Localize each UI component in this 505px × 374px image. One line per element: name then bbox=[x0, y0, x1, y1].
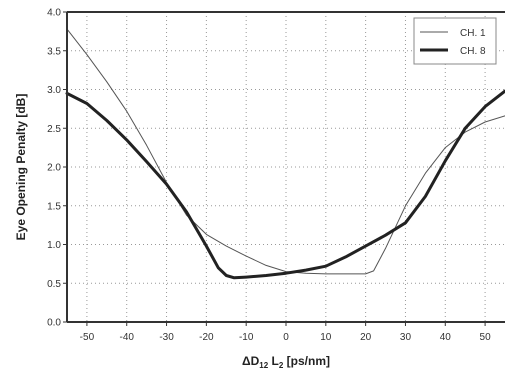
y-tick-label: 0.5 bbox=[47, 279, 61, 290]
x-tick-label: 30 bbox=[400, 332, 412, 343]
series-layer bbox=[65, 28, 505, 280]
x-tick-label: 50 bbox=[480, 332, 492, 343]
x-axis-title: ΔD12 L2 [ps/nm] bbox=[242, 354, 330, 370]
x-tick-label: 0 bbox=[283, 332, 289, 343]
legend-label-ch1: CH. 1 bbox=[460, 28, 486, 39]
x-tick-label: -50 bbox=[80, 332, 95, 343]
legend-label-ch8: CH. 8 bbox=[460, 46, 486, 57]
y-tick-label: 2.5 bbox=[47, 124, 61, 135]
y-tick-label: 1.5 bbox=[47, 201, 61, 212]
y-axis-title: Eye Opening Penalty [dB] bbox=[14, 94, 28, 241]
tick-labels: 0.0 0.5 1.0 1.5 2.0 2.5 3.0 3.5 4.0 -50 -40 -30 -20 -… bbox=[47, 8, 491, 344]
x-tick-label: 40 bbox=[440, 332, 452, 343]
y-tick-label: 0.0 bbox=[47, 318, 61, 329]
x-tick-label: -30 bbox=[159, 332, 174, 343]
y-tick-label: 3.5 bbox=[47, 46, 61, 57]
y-tick-label: 1.0 bbox=[47, 240, 61, 251]
x-tick-label: -10 bbox=[239, 332, 254, 343]
y-tick-label: 3.0 bbox=[47, 85, 61, 96]
legend-box bbox=[413, 17, 497, 65]
series-line-ch-8 bbox=[65, 89, 505, 280]
axes bbox=[63, 11, 505, 326]
legend: CH. 1 CH. 8 bbox=[413, 17, 497, 65]
x-tick-label: -20 bbox=[199, 332, 214, 343]
x-tick-label: 10 bbox=[320, 332, 332, 343]
x-tick-label: 20 bbox=[360, 332, 372, 343]
y-tick-label: 2.0 bbox=[47, 163, 61, 174]
y-tick-label: 4.0 bbox=[47, 8, 61, 19]
x-tick-label: -40 bbox=[120, 332, 135, 343]
